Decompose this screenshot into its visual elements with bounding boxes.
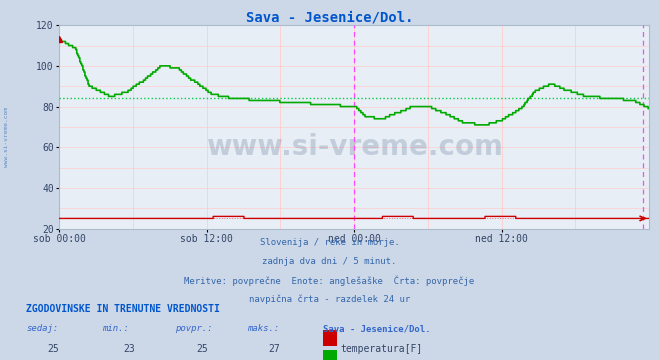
Text: 27: 27 (268, 344, 280, 354)
Text: Sava - Jesenice/Dol.: Sava - Jesenice/Dol. (323, 324, 430, 333)
Text: Slovenija / reke in morje.: Slovenija / reke in morje. (260, 238, 399, 247)
Text: 25: 25 (47, 344, 59, 354)
Text: povpr.:: povpr.: (175, 324, 212, 333)
Text: www.si-vreme.com: www.si-vreme.com (4, 107, 9, 167)
Text: navpična črta - razdelek 24 ur: navpična črta - razdelek 24 ur (249, 294, 410, 304)
Text: zadnja dva dni / 5 minut.: zadnja dva dni / 5 minut. (262, 257, 397, 266)
Text: 25: 25 (196, 344, 208, 354)
Text: Sava - Jesenice/Dol.: Sava - Jesenice/Dol. (246, 10, 413, 24)
Text: ZGODOVINSKE IN TRENUTNE VREDNOSTI: ZGODOVINSKE IN TRENUTNE VREDNOSTI (26, 304, 220, 314)
Text: maks.:: maks.: (247, 324, 279, 333)
Text: temperatura[F]: temperatura[F] (341, 344, 423, 354)
Text: 23: 23 (123, 344, 135, 354)
Text: www.si-vreme.com: www.si-vreme.com (206, 133, 503, 161)
Text: Meritve: povprečne  Enote: anglešaške  Črta: povprečje: Meritve: povprečne Enote: anglešaške Črt… (185, 276, 474, 286)
Text: min.:: min.: (102, 324, 129, 333)
Text: sedaj:: sedaj: (26, 324, 59, 333)
